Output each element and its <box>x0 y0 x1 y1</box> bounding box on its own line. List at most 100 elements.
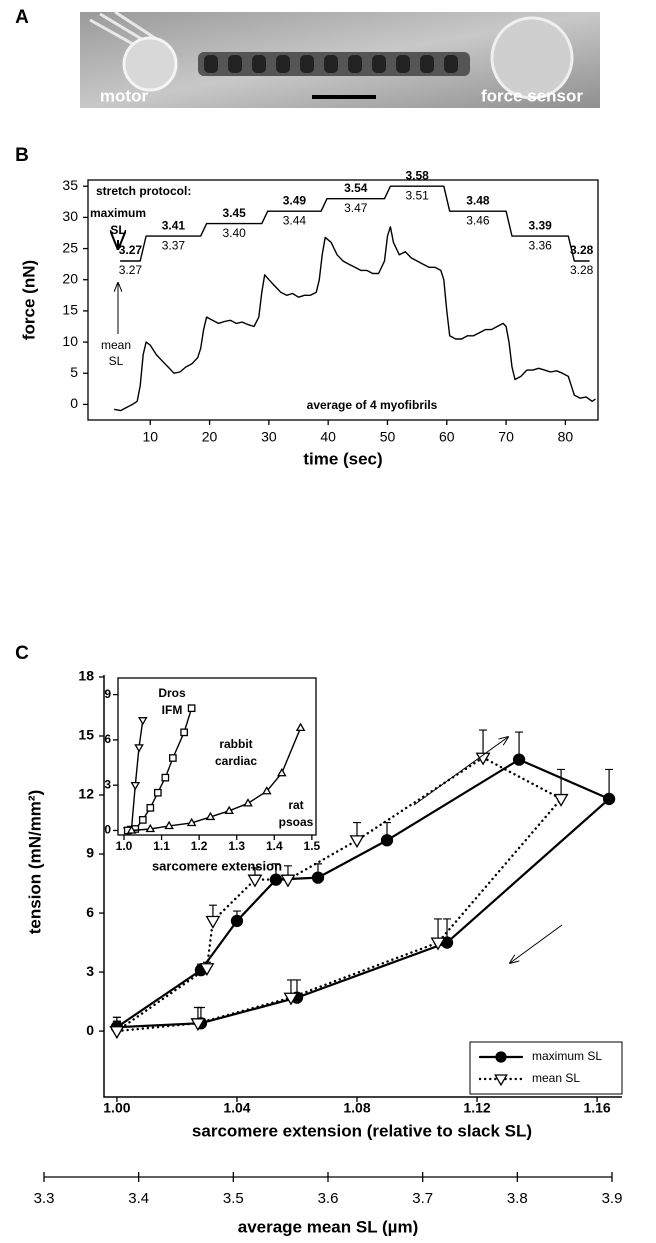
legend-label: mean SL <box>532 1071 580 1085</box>
marker <box>164 820 174 830</box>
x-tick-label: 1.2 <box>191 839 208 853</box>
marker <box>205 811 216 821</box>
annotation: mean SL <box>101 338 131 368</box>
marker <box>199 963 215 977</box>
x-tick-label: 1.04 <box>223 1100 250 1116</box>
x-axis-title: sarcomere extension <box>152 858 282 873</box>
x-tick-label: 80 <box>558 429 574 445</box>
marker <box>137 717 148 726</box>
step-mean-label: 3.47 <box>344 201 368 215</box>
marker <box>109 1026 125 1039</box>
marker <box>380 834 394 847</box>
step-mean-label: 3.51 <box>405 188 429 202</box>
x-tick-label: 1.08 <box>343 1100 370 1116</box>
marker <box>349 835 365 849</box>
y-tick-label: 9 <box>86 845 94 861</box>
marker <box>243 798 253 807</box>
x2-axis-title: average mean SL (µm) <box>238 1217 419 1236</box>
x-tick-label: 1.5 <box>304 839 321 853</box>
x2-tick-label: 3.4 <box>128 1190 149 1207</box>
marker <box>277 767 287 777</box>
marker <box>205 915 221 929</box>
x2-tick-label: 3.8 <box>507 1190 528 1207</box>
panel-label: A <box>15 7 29 28</box>
marker <box>295 722 306 732</box>
arrow <box>510 924 563 963</box>
x-tick-label: 30 <box>261 429 277 445</box>
step-max-label: 3.27 <box>119 243 143 257</box>
y-tick-label: 12 <box>78 786 94 802</box>
legend-label: maximum SL <box>532 1049 602 1063</box>
series-label: rat psoas <box>279 798 314 829</box>
y-tick-label: 10 <box>62 333 78 349</box>
x-tick-label: 1.1 <box>153 839 170 853</box>
marker <box>261 786 272 795</box>
marker <box>161 773 170 782</box>
y-tick-label: 25 <box>62 239 78 255</box>
marker <box>190 1018 206 1032</box>
marker <box>146 803 155 812</box>
x-tick-label: 50 <box>380 429 396 445</box>
x-tick-label: 1.00 <box>103 1100 130 1116</box>
plot-frame <box>87 179 599 421</box>
marker <box>138 816 147 824</box>
x-tick-label: 1.4 <box>266 839 283 853</box>
step-max-label: 3.54 <box>344 181 368 195</box>
step-max-label: 3.41 <box>162 218 186 232</box>
series-label: Dros IFM <box>158 686 186 717</box>
step-mean-label: 3.37 <box>162 238 186 252</box>
x2-tick-label: 3.6 <box>318 1190 339 1207</box>
x-tick-label: 1.16 <box>583 1100 610 1116</box>
marker <box>553 793 569 807</box>
y-tick-label: 15 <box>62 302 78 318</box>
step-max-label: 3.28 <box>570 243 594 257</box>
x2-tick-label: 3.9 <box>602 1190 623 1207</box>
y-axis-title: force (nN) <box>19 260 38 340</box>
y-tick-label: 35 <box>62 177 78 193</box>
marker <box>180 728 188 737</box>
marker <box>187 704 196 713</box>
step-max-label: 3.39 <box>529 218 553 232</box>
y-tick-label: 0 <box>104 823 111 837</box>
marker <box>430 937 446 951</box>
step-mean-label: 3.28 <box>570 263 594 277</box>
step-max-label: 3.58 <box>405 168 429 182</box>
axis-line <box>103 675 622 1098</box>
marker <box>126 825 137 834</box>
y-tick-label: 15 <box>78 727 94 743</box>
x-tick-label: 10 <box>142 429 158 445</box>
marker <box>311 871 325 884</box>
step-max-label: 3.45 <box>223 206 247 220</box>
y-tick-label: 6 <box>86 904 94 920</box>
annotation: stretch protocol: <box>96 184 191 198</box>
x-tick-label: 1.3 <box>228 839 245 853</box>
x2-tick-label: 3.3 <box>34 1190 55 1207</box>
photo-label: motor <box>100 86 149 105</box>
marker <box>247 874 263 888</box>
step-mean-label: 3.44 <box>283 213 307 227</box>
y-tick-label: 20 <box>62 270 78 286</box>
x2-tick-label: 3.5 <box>223 1190 244 1207</box>
series-line <box>115 756 563 1033</box>
marker <box>283 992 299 1006</box>
x-tick-label: 60 <box>439 429 455 445</box>
series-line <box>115 758 611 1029</box>
y-tick-label: 0 <box>86 1022 94 1038</box>
x-axis-title: time (sec) <box>303 449 382 468</box>
step-mean-label: 3.36 <box>529 238 553 252</box>
arrow <box>413 737 508 806</box>
y-axis-title: tension (mN/mm²) <box>25 790 44 935</box>
marker <box>512 753 526 766</box>
step-max-label: 3.48 <box>466 193 490 207</box>
x-axis-title: sarcomere extension (relative to slack S… <box>192 1121 532 1140</box>
y-tick-label: 3 <box>86 963 94 979</box>
legend-box <box>469 1041 623 1095</box>
marker <box>153 788 162 797</box>
y-tick-label: 5 <box>70 364 78 380</box>
y-tick-label: 30 <box>62 208 78 224</box>
x-tick-label: 40 <box>320 429 336 445</box>
y-tick-label: 6 <box>104 732 111 746</box>
photo <box>80 10 600 108</box>
marker <box>475 752 491 766</box>
marker <box>602 792 616 806</box>
